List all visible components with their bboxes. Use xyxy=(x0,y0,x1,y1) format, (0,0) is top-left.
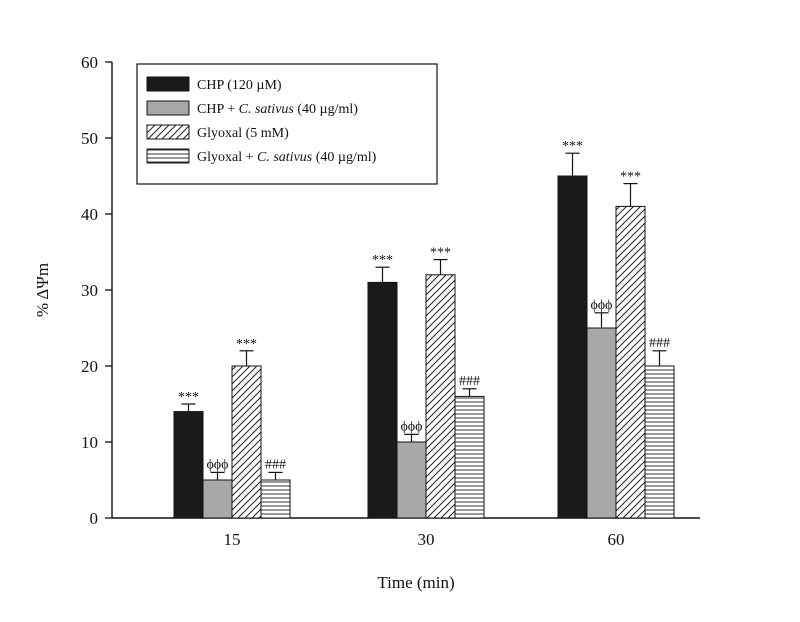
legend-label-part: (40 µg/ml) xyxy=(294,102,358,117)
y-tick-label: 40 xyxy=(81,205,98,224)
legend-label-gly_cs: Glyoxal + C. sativus (40 µg/ml) xyxy=(197,150,377,165)
legend-label-part: C. sativus xyxy=(239,102,295,117)
annotation-chp_cs-30: ϕϕϕ xyxy=(400,419,422,434)
legend-label-part: (40 µg/ml) xyxy=(312,150,376,165)
legend: CHP (120 µM)CHP + C. sativus (40 µg/ml)G… xyxy=(136,63,438,185)
bar-gly-30 xyxy=(425,274,456,519)
legend-label-part: CHP + xyxy=(197,102,239,117)
y-tick-label: 30 xyxy=(81,281,98,300)
annotation-gly-30: *** xyxy=(430,246,451,261)
bar-chp_cs-15 xyxy=(202,479,233,519)
legend-label-part: C. sativus xyxy=(257,150,313,165)
y-tick-label: 0 xyxy=(90,509,99,528)
annotation-chp_cs-60: ϕϕϕ xyxy=(590,298,612,313)
x-tick-label: 15 xyxy=(224,530,241,549)
annotation-gly-60: *** xyxy=(620,170,641,185)
bar-gly_cs-60 xyxy=(644,365,675,519)
x-ticks: 15 30 60 xyxy=(224,530,625,549)
annotation-chp_cs-15: ϕϕϕ xyxy=(206,457,228,472)
bar-chp_cs-30 xyxy=(396,441,427,519)
legend-label-part: Glyoxal (5 mM) xyxy=(197,126,289,141)
y-tick-label: 50 xyxy=(81,129,98,148)
x-axis-label: Time (min) xyxy=(377,573,454,592)
bar-chp-60 xyxy=(557,175,588,519)
y-tick-label: 10 xyxy=(81,433,98,452)
legend-label-chp: CHP (120 µM) xyxy=(197,78,282,93)
bar-gly-60 xyxy=(615,205,646,519)
annotation-gly_cs-15: ### xyxy=(265,457,286,472)
legend-label-part: Glyoxal + xyxy=(197,150,257,165)
bar-chp_cs-60 xyxy=(586,327,617,519)
y-tick-label: 20 xyxy=(81,357,98,376)
bar-chp-15 xyxy=(173,411,204,519)
legend-label-chp_cs: CHP + C. sativus (40 µg/ml) xyxy=(197,102,358,117)
bar-gly-15 xyxy=(231,365,262,519)
bar-chp-30 xyxy=(367,281,398,519)
annotation-gly-15: *** xyxy=(236,337,257,352)
legend-swatch-gly_cs xyxy=(146,148,190,164)
y-tick-label: 60 xyxy=(81,53,98,72)
annotation-chp-15: *** xyxy=(178,390,199,405)
legend-swatch-chp_cs xyxy=(146,100,190,116)
x-tick-label: 60 xyxy=(608,530,625,549)
legend-swatch-chp xyxy=(146,76,190,92)
bar-gly_cs-30 xyxy=(454,395,485,519)
annotation-gly_cs-60: ### xyxy=(649,336,670,351)
y-ticks: 0 10 20 30 40 50 60 xyxy=(81,53,112,528)
legend-swatch-gly xyxy=(146,124,190,140)
legend-label-part: CHP (120 µM) xyxy=(197,78,282,93)
annotation-gly_cs-30: ### xyxy=(459,374,480,389)
annotation-chp-60: *** xyxy=(562,139,583,154)
x-tick-label: 30 xyxy=(418,530,435,549)
bar-gly_cs-15 xyxy=(260,479,291,519)
y-axis-label: % ΔΨm xyxy=(33,263,52,317)
annotation-chp-30: *** xyxy=(372,253,393,268)
legend-label-gly: Glyoxal (5 mM) xyxy=(197,126,289,141)
bars: *** *** *** ϕϕϕ ϕϕϕ ϕϕϕ *** *** *** ### ### ### xyxy=(173,139,675,519)
